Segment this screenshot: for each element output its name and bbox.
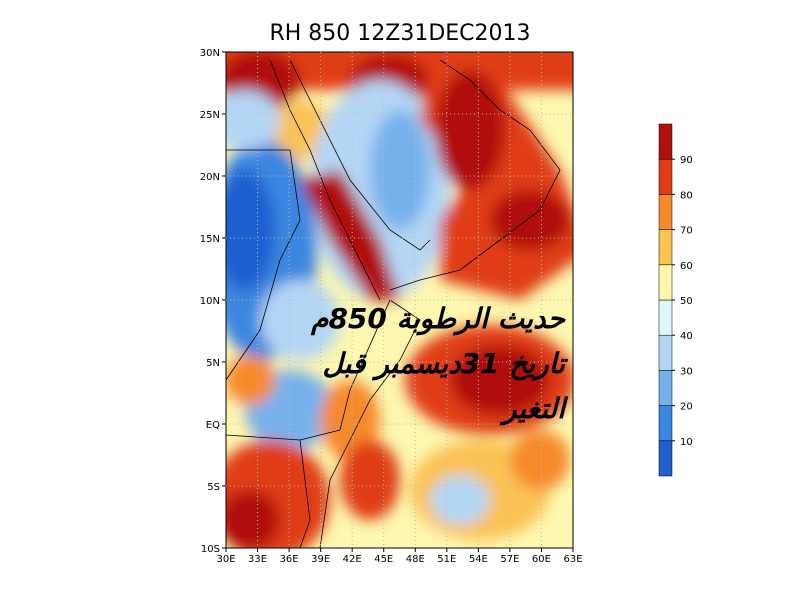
- colorbar-segment: [658, 194, 673, 230]
- x-tick-label: 60E: [532, 554, 551, 565]
- colorbar-segment: [658, 264, 673, 301]
- colorbar-label: 70: [680, 226, 693, 237]
- x-tick-label: 30E: [216, 554, 235, 565]
- y-tick-label: 10S: [201, 544, 220, 555]
- colorbar-label: 40: [680, 331, 693, 342]
- coastlines: [226, 59, 561, 548]
- x-tick-label: 45E: [374, 554, 393, 565]
- title: RH 850 12Z31DEC2013: [269, 21, 530, 46]
- y-tick-label: 20N: [200, 172, 220, 183]
- y-tick-label: 25N: [200, 110, 220, 121]
- x-tick-label: 51E: [437, 554, 456, 565]
- colorbar-segment: [658, 405, 673, 442]
- x-tick-label: 39E: [311, 554, 330, 565]
- colorbar-segment: [658, 229, 673, 266]
- x-tick-label: 63E: [563, 554, 582, 565]
- y-tick-label: 5N: [206, 358, 220, 369]
- colorbar-label: 80: [680, 190, 693, 201]
- y-tick-label: 10N: [200, 296, 220, 307]
- colorbar-label: 60: [680, 261, 693, 272]
- colorbar-label: 50: [680, 296, 693, 307]
- x-tick-label: 33E: [248, 554, 267, 565]
- colorbar-label: 10: [680, 437, 693, 448]
- colorbar-segment: [658, 440, 673, 477]
- x-tick-label: 54E: [469, 554, 488, 565]
- x-tick-label: 57E: [500, 554, 519, 565]
- colorbar-label: 30: [680, 366, 693, 377]
- x-tick-label: 48E: [406, 554, 425, 565]
- y-tick-label: EQ: [206, 420, 220, 431]
- x-tick-label: 36E: [280, 554, 299, 565]
- overlay-text: التغير: [502, 392, 565, 425]
- y-tick-label: 15N: [200, 234, 220, 245]
- colorbar-label: 20: [680, 402, 693, 413]
- colorbar-label: 90: [680, 155, 693, 166]
- colorbar-segment: [658, 299, 673, 336]
- overlay-text: تاريخ 31ديسمبر قبل: [322, 347, 565, 380]
- colorbar-segment: [658, 123, 673, 160]
- overlay-text: حديث الرطوبة 850م: [311, 302, 565, 335]
- colorbar-segment: [658, 158, 673, 195]
- colorbar-segment: [658, 370, 673, 406]
- y-tick-label: 5S: [207, 482, 220, 493]
- x-tick-label: 42E: [343, 554, 362, 565]
- y-tick-label: 30N: [200, 48, 220, 59]
- colorbar-segment: [658, 334, 673, 371]
